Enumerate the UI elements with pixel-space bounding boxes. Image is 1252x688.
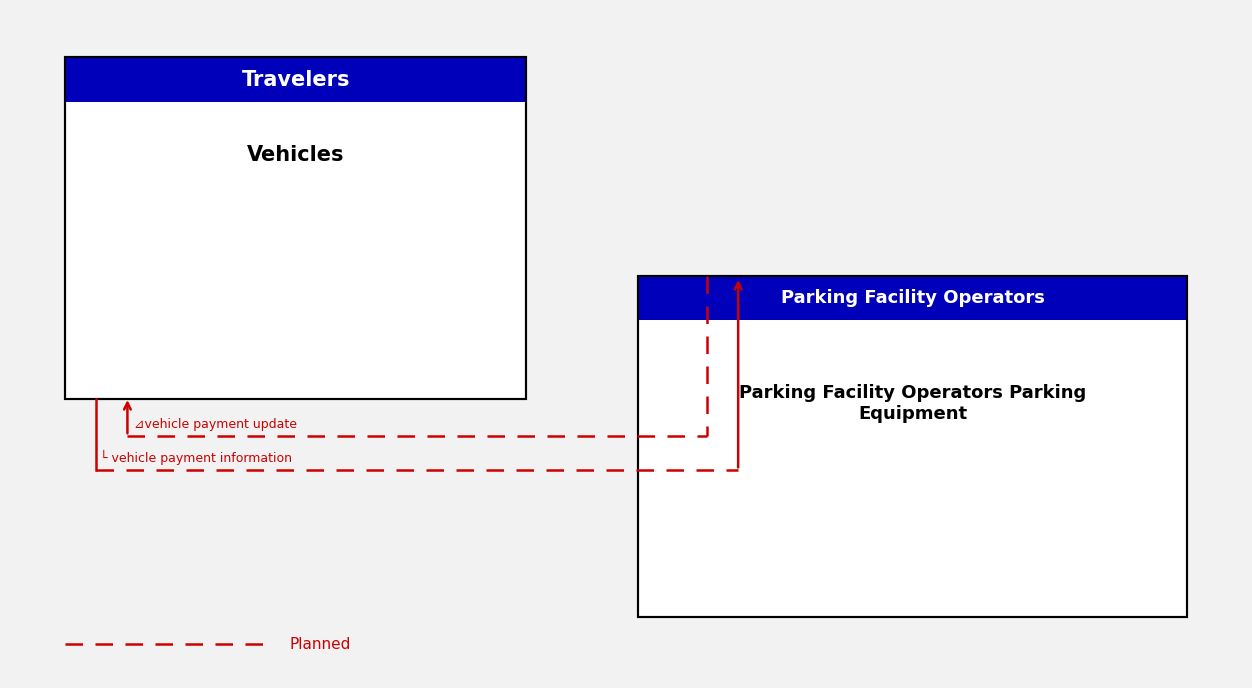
Bar	[639, 276, 1187, 617]
Bar	[639, 276, 1187, 617]
Text: Planned: Planned	[289, 637, 351, 652]
Text: └ vehicle payment information: └ vehicle payment information	[100, 450, 292, 466]
Bar	[65, 57, 526, 398]
Text: ⊿vehicle payment update: ⊿vehicle payment update	[134, 418, 297, 431]
Bar	[65, 57, 526, 102]
Text: Parking Facility Operators: Parking Facility Operators	[781, 289, 1044, 307]
Bar	[65, 57, 526, 398]
Text: Parking Facility Operators Parking
Equipment: Parking Facility Operators Parking Equip…	[739, 384, 1087, 422]
Text: Vehicles: Vehicles	[247, 145, 344, 165]
Bar	[639, 276, 1187, 320]
Text: Travelers: Travelers	[242, 69, 351, 89]
